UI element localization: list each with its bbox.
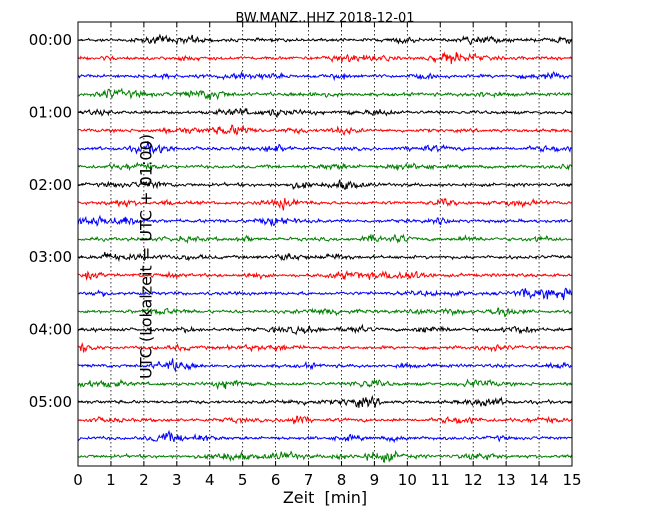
trace-05:00	[77, 394, 573, 408]
x-tick-label: 7	[304, 471, 314, 489]
trace-05:30	[77, 429, 573, 444]
x-tick-label: 2	[139, 471, 149, 489]
trace-02:45	[78, 233, 573, 245]
trace-02:15	[77, 197, 573, 211]
y-tick-label: 04:00	[29, 321, 72, 339]
grid-lines	[110, 22, 540, 466]
trace-01:30	[77, 141, 573, 155]
x-tick-label: 15	[562, 471, 581, 489]
trace-03:30	[77, 287, 572, 301]
x-tick-label: 10	[398, 471, 417, 489]
x-tick-label: 8	[337, 471, 347, 489]
x-tick-label: 11	[431, 471, 450, 489]
trace-04:00	[77, 323, 573, 336]
x-tick-label: 14	[530, 471, 549, 489]
trace-05:45	[77, 449, 573, 464]
trace-03:15	[77, 270, 573, 281]
y-tick-label: 03:00	[29, 248, 72, 266]
y-tick-label: 01:00	[29, 103, 72, 121]
x-tick-label: 5	[238, 471, 248, 489]
trace-02:00	[77, 179, 573, 191]
y-tick-label: 05:00	[29, 393, 72, 411]
y-tick-label: 02:00	[29, 176, 72, 194]
plot-frame	[77, 21, 573, 467]
x-tick-label: 9	[370, 471, 380, 489]
trace-00:45	[77, 87, 573, 101]
trace-03:45	[77, 307, 573, 318]
chart-title: BW.MANZ..HHZ 2018-12-01	[235, 11, 415, 26]
y-axis: 00:00 01:00 02:00 03:00 04:00 05:00	[29, 31, 572, 411]
x-axis-label: Zeit [min]	[282, 488, 368, 507]
trace-01:15	[77, 124, 573, 136]
trace-05:15	[77, 415, 573, 425]
seismic-traces	[77, 33, 573, 464]
x-tick-label: 6	[271, 471, 281, 489]
trace-02:30	[77, 214, 573, 228]
x-tick-label: 13	[497, 471, 516, 489]
trace-01:45	[77, 161, 573, 172]
trace-04:15	[77, 341, 573, 353]
trace-00:15	[77, 51, 573, 65]
x-tick-label: 1	[106, 471, 116, 489]
x-tick-label: 4	[205, 471, 215, 489]
x-tick-label: 0	[73, 471, 83, 489]
y-axis-label: UTC (Lokalzeit = UTC + 01:00)	[136, 134, 156, 379]
trace-00:00	[77, 33, 573, 46]
trace-04:30	[77, 358, 573, 373]
x-tick-label: 3	[172, 471, 182, 489]
trace-04:45	[77, 378, 573, 391]
trace-01:00	[77, 107, 573, 118]
y-tick-label: 00:00	[29, 31, 72, 49]
trace-03:00	[77, 251, 573, 263]
x-axis: 0 1 2 3 4 5 6 7 8 9 10 11 12 13 14 15	[73, 22, 582, 489]
x-tick-label: 12	[464, 471, 483, 489]
trace-00:30	[77, 70, 573, 82]
